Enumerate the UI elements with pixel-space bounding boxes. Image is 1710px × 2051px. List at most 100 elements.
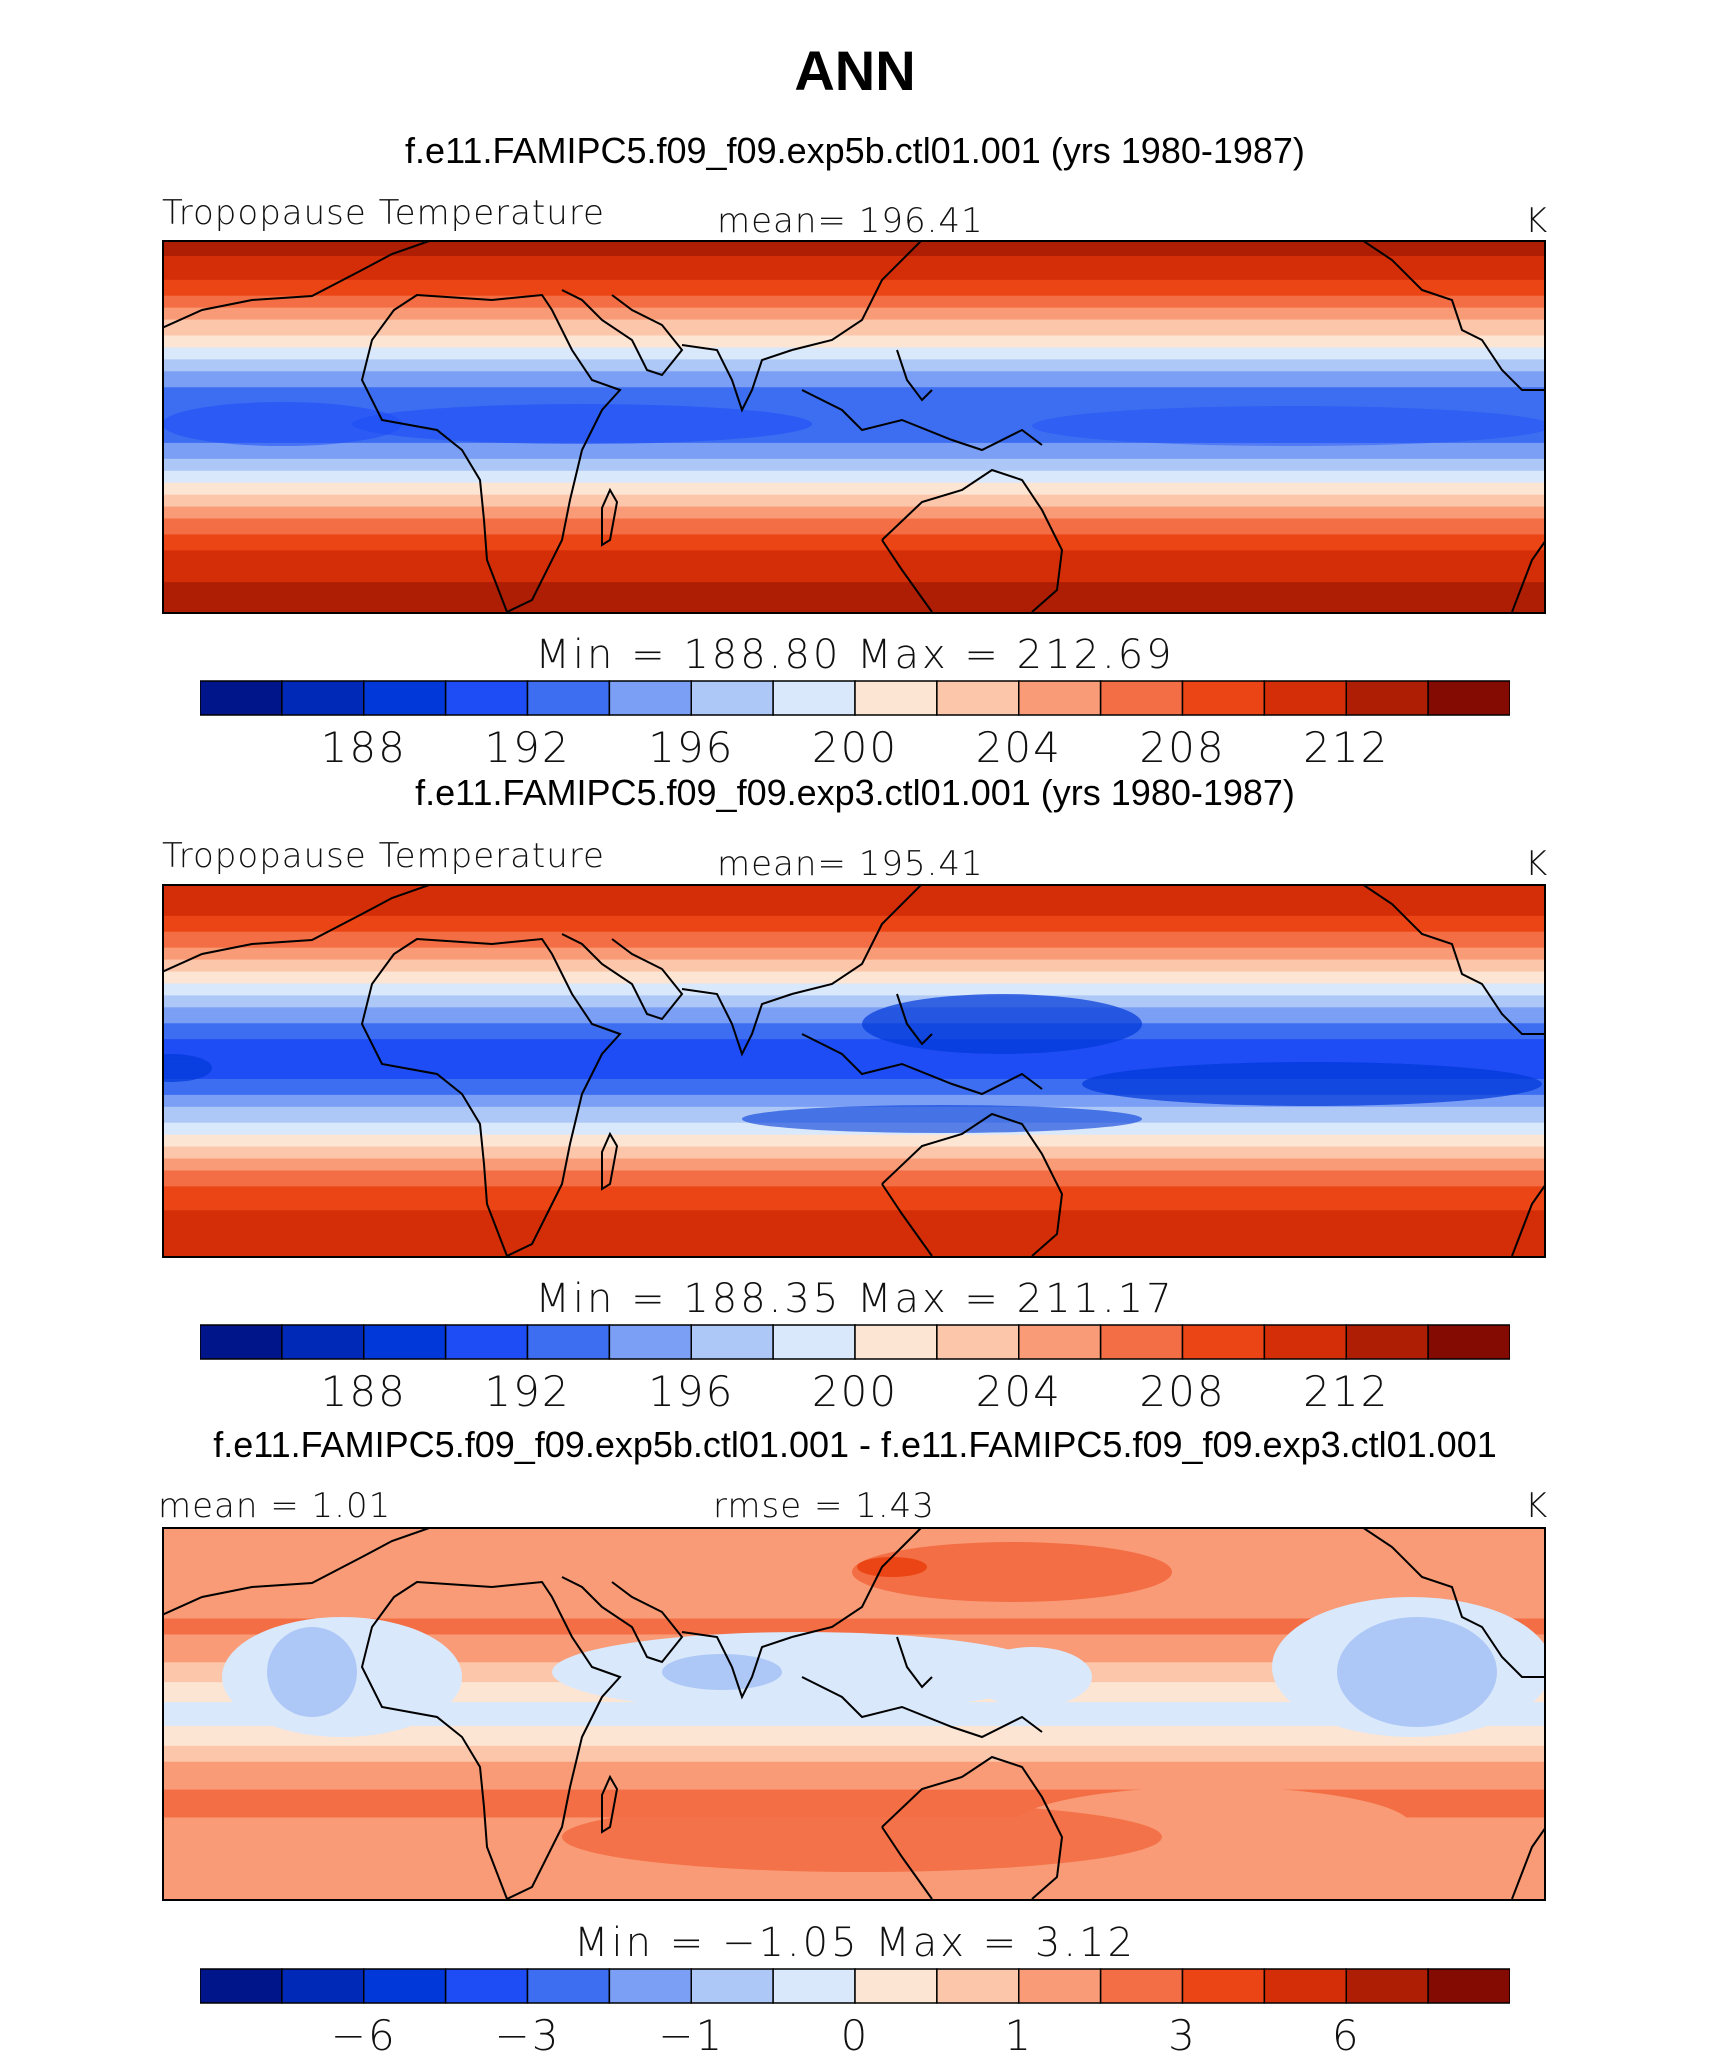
- field-band: [162, 1130, 1546, 1136]
- colorbar-box: [1345, 680, 1429, 716]
- coast-indonesia: [801, 1033, 1043, 1096]
- field-band: [162, 478, 1546, 484]
- colorbar-box: [936, 1968, 1020, 2004]
- neg-anomaly-pacific-core: [1337, 1617, 1497, 1727]
- coast-europe: [162, 240, 433, 329]
- field-band: [162, 1031, 1546, 1036]
- field-band: [162, 538, 1546, 543]
- field-band: [162, 983, 1546, 989]
- field-band: [162, 955, 1546, 961]
- field-band: [162, 458, 1546, 464]
- colorbar-box: [772, 1324, 856, 1360]
- colorbar-box: [1263, 1968, 1348, 2004]
- field-band: [162, 1218, 1546, 1223]
- coast-india: [681, 1631, 793, 1700]
- panel-1-field-label: Tropopause Temperature: [162, 193, 605, 233]
- field-band: [162, 1550, 1546, 1556]
- panel-1-case-title: f.e11.FAMIPC5.f09_f09.exp5b.ctl01.001 (y…: [405, 130, 1305, 171]
- field-band: [162, 1753, 1546, 1759]
- colorbar-box: [1181, 1968, 1266, 2004]
- field-band: [162, 1534, 1546, 1540]
- field-band: [162, 1538, 1546, 1544]
- coast-africa: [360, 937, 622, 1258]
- field-band: [162, 1554, 1546, 1560]
- field-band: [162, 1250, 1546, 1255]
- field-band: [162, 1098, 1546, 1104]
- coast-africa: [360, 1580, 622, 1901]
- field-band: [162, 379, 1546, 384]
- field-band: [162, 295, 1546, 301]
- field-band: [162, 247, 1546, 253]
- field-band: [162, 1194, 1546, 1199]
- panel-1-field-bands: [162, 240, 1546, 614]
- colorbar-box: [363, 1968, 447, 2004]
- field-band: [162, 498, 1546, 504]
- field-band: [162, 430, 1546, 436]
- field-band: [162, 506, 1546, 512]
- colorbar-tick-label: −1: [658, 2011, 724, 2051]
- panel-1-map-frame: [162, 240, 1546, 614]
- colorbar-box: [608, 680, 693, 716]
- colorbar-box: [1345, 1968, 1429, 2004]
- coast-madagascar: [601, 1774, 619, 1834]
- colorbar-box: [281, 1324, 365, 1360]
- panel-3-coastlines: [162, 1527, 1546, 1901]
- colorbar-box: [1018, 680, 1102, 716]
- pos-anomaly-north-pacific-core: [857, 1557, 927, 1577]
- field-band: [162, 1530, 1546, 1536]
- panel-3-minmax: Min = −1.05 Max = 3.12: [574, 1920, 1136, 1966]
- field-band: [162, 1773, 1546, 1779]
- field-band: [162, 919, 1546, 925]
- colorbar-box: [1427, 1324, 1510, 1360]
- field-band: [162, 1733, 1546, 1739]
- field-band: [162, 271, 1546, 277]
- field-band: [162, 959, 1546, 965]
- field-band: [162, 474, 1546, 480]
- colorbar-tick-label: 208: [1139, 723, 1225, 772]
- field-band: [162, 1789, 1546, 1795]
- field-band: [162, 1234, 1546, 1239]
- colorbar-tick-label: 0: [841, 2011, 870, 2051]
- field-band: [162, 462, 1546, 468]
- field-band: [162, 1527, 1546, 1532]
- panel-3-rmse: rmse = 1.43: [713, 1486, 935, 1526]
- pos-anomaly-south-indian: [562, 1802, 1162, 1872]
- field-band: [162, 395, 1546, 400]
- field-band: [162, 367, 1546, 372]
- field-band: [162, 1582, 1546, 1588]
- panel-1-mean: mean= 196.41: [717, 201, 984, 241]
- field-band: [162, 1086, 1546, 1092]
- field-band: [162, 1067, 1546, 1072]
- field-band: [162, 1598, 1546, 1604]
- field-band: [162, 1242, 1546, 1247]
- field-band: [162, 951, 1546, 957]
- colorbar-tick-label: 188: [321, 1367, 407, 1416]
- field-band: [162, 1781, 1546, 1787]
- field-band: [162, 1745, 1546, 1751]
- panel-3-case-title: f.e11.FAMIPC5.f09_f09.exp5b.ctl01.001 - …: [213, 1424, 1497, 1465]
- field-band: [162, 979, 1546, 985]
- colorbar-box: [608, 1324, 693, 1360]
- panel-3-anomaly-patches: [222, 1542, 1546, 1872]
- field-band: [162, 1614, 1546, 1620]
- field-band: [162, 1885, 1546, 1890]
- coast-australia: [881, 1112, 1064, 1257]
- field-band: [162, 1146, 1546, 1152]
- colorbar-tick-label: 1: [1004, 2011, 1033, 2051]
- field-band: [162, 1785, 1546, 1791]
- field-band: [162, 1186, 1546, 1191]
- field-band: [162, 911, 1546, 917]
- field-band: [162, 1546, 1546, 1552]
- coast-india: [681, 988, 793, 1057]
- field-band: [162, 359, 1546, 364]
- colorbar-box: [936, 1324, 1020, 1360]
- panel-2-minmax: Min = 188.35 Max = 211.17: [535, 1276, 1175, 1322]
- field-band: [162, 1594, 1546, 1600]
- coast-north-america: [1361, 1527, 1546, 1678]
- colorbar-box: [1263, 680, 1348, 716]
- field-band: [162, 1198, 1546, 1203]
- field-band: [162, 1562, 1546, 1568]
- panel-3-units: K: [1525, 1486, 1549, 1526]
- field-band: [162, 1618, 1546, 1624]
- field-band: [162, 243, 1546, 249]
